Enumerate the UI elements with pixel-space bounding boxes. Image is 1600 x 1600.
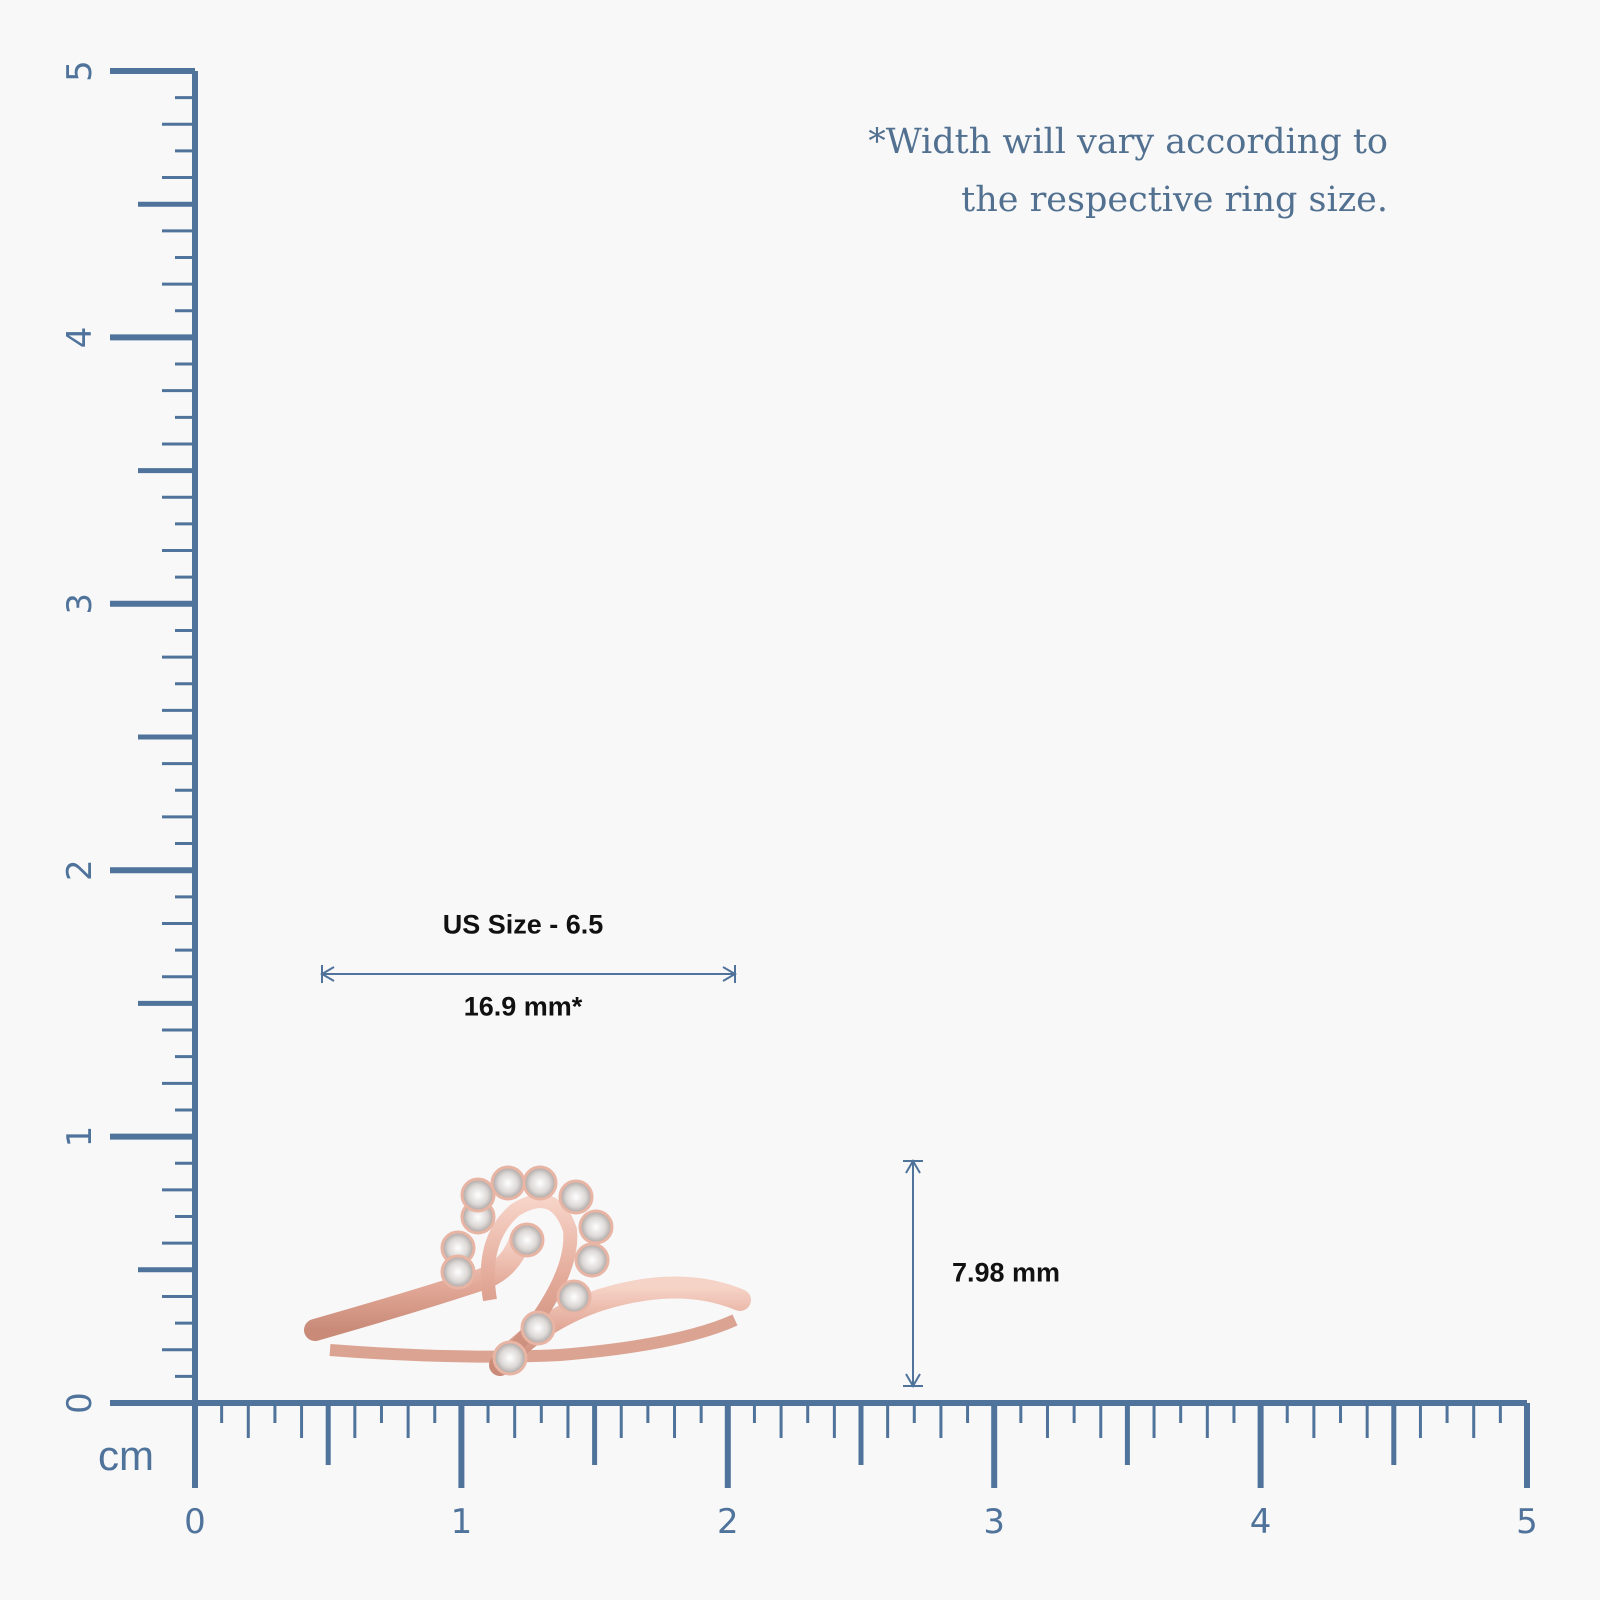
diamond-stone: [578, 1209, 614, 1245]
y-tick-label: 5: [60, 60, 100, 82]
diamond-stone: [490, 1165, 526, 1201]
width-label: 16.9 mm*: [463, 991, 583, 1022]
y-tick-label: 2: [60, 859, 100, 881]
y-tick-label: 0: [60, 1392, 100, 1414]
y-tick-label: 4: [60, 327, 100, 349]
diamond-stone: [574, 1242, 610, 1278]
x-tick-label: 1: [451, 1502, 473, 1542]
diamond-stone: [558, 1179, 594, 1215]
height-label: 7.98 mm: [951, 1257, 1061, 1288]
diamond-stone: [509, 1222, 545, 1258]
x-tick-label: 2: [717, 1502, 739, 1542]
diamond-stone: [556, 1279, 592, 1315]
note-line-2: the respective ring size.: [961, 180, 1388, 220]
diamond-stone: [440, 1254, 476, 1290]
diamond-stone: [522, 1165, 558, 1201]
diamond-stone: [520, 1310, 556, 1346]
y-tick-label: 1: [60, 1126, 100, 1148]
diamond-stone: [492, 1340, 528, 1376]
x-tick-label: 4: [1250, 1502, 1272, 1542]
x-tick-label: 3: [983, 1502, 1005, 1542]
x-tick-label: 5: [1516, 1502, 1538, 1542]
x-tick-label: 0: [184, 1502, 206, 1542]
unit-label: cm: [98, 1432, 154, 1479]
note-line-1: *Width will vary according to: [868, 122, 1388, 162]
y-tick-label: 3: [60, 593, 100, 615]
ring-size-label: US Size - 6.5: [442, 909, 604, 940]
diamond-stone: [460, 1177, 496, 1213]
